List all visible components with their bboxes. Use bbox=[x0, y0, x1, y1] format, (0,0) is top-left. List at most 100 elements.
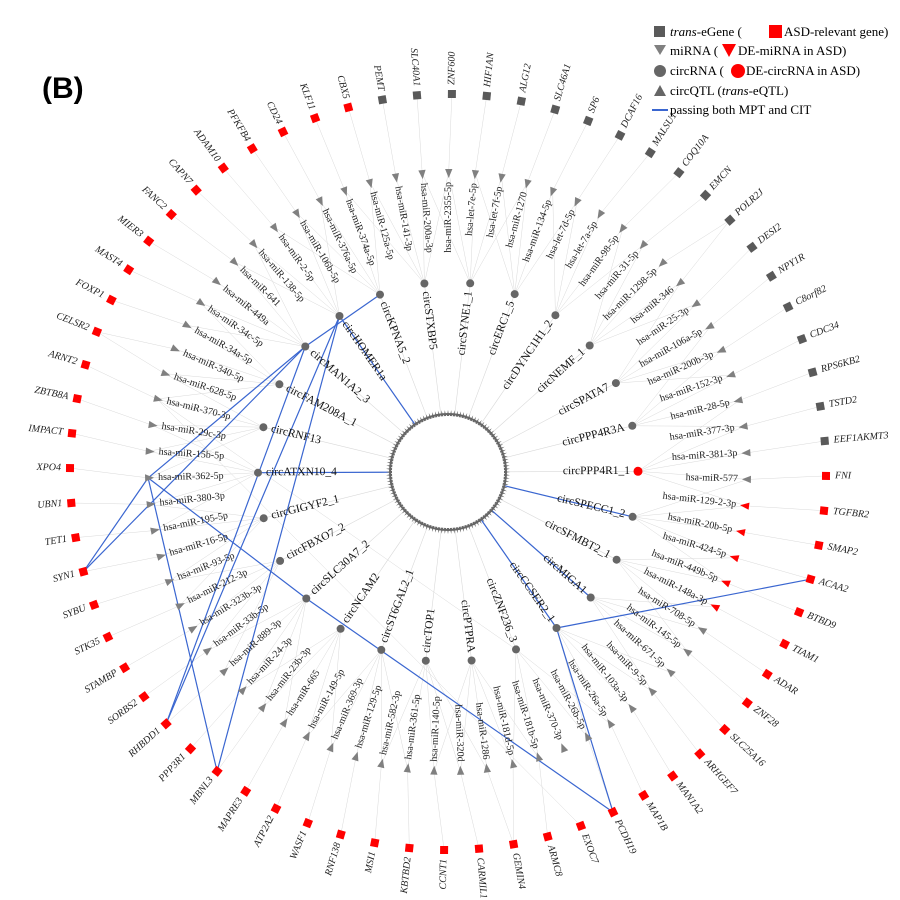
faint-edge bbox=[448, 93, 453, 173]
legend-de-mirna-red-triangle-icon bbox=[722, 44, 736, 57]
circqtl-triangle-icon bbox=[490, 433, 497, 438]
mirna-triangle-icon bbox=[175, 603, 185, 611]
gene-label-c8orf82: C8orf82 bbox=[794, 283, 829, 307]
gene-node-square-icon bbox=[65, 464, 75, 473]
circrna-label-circfbxo7-2: circFBXO7_2 bbox=[284, 521, 347, 562]
mirna-label-2: hsa-miR-2355-5p bbox=[443, 182, 454, 253]
circrna-label-circspecc1-2: circSPECC1_2 bbox=[556, 492, 627, 520]
faint-edge bbox=[262, 598, 307, 708]
mirna-triangle-icon bbox=[683, 648, 693, 657]
faint-edge bbox=[616, 559, 727, 584]
circqtl-triangle-icon bbox=[497, 496, 504, 501]
circrna-dot-icon bbox=[301, 342, 310, 351]
circqtl-triangle-icon bbox=[499, 491, 506, 495]
mirna-triangle-icon bbox=[445, 169, 453, 178]
circqtl-triangle-icon bbox=[392, 443, 399, 448]
circqtl-triangle-icon bbox=[419, 521, 424, 528]
faint-edge bbox=[279, 498, 397, 562]
faint-edge bbox=[637, 471, 748, 480]
gene-label-mier3: MIER3 bbox=[115, 213, 145, 240]
circqtl-triangle-icon bbox=[502, 482, 509, 485]
faint-edge bbox=[395, 176, 425, 284]
faint-edge bbox=[744, 406, 821, 427]
faint-edge bbox=[556, 627, 611, 725]
circqtl-triangle-icon bbox=[449, 410, 452, 417]
mirna-label-56: hsa-miR-15b-5p bbox=[158, 446, 224, 461]
circrna-dot-icon bbox=[335, 312, 344, 320]
faint-edge bbox=[471, 660, 539, 759]
gene-node-square-icon bbox=[277, 126, 289, 138]
circrna-dot-icon bbox=[512, 645, 520, 654]
faint-edge bbox=[369, 182, 381, 295]
circrna-label-circncam2: circNCAM2 bbox=[340, 571, 383, 625]
mpt-cit-edge bbox=[555, 627, 614, 813]
faint-edge bbox=[722, 306, 789, 351]
mirna-triangle-icon bbox=[292, 208, 300, 219]
circrna-dot-icon bbox=[377, 645, 386, 654]
faint-edge bbox=[637, 426, 745, 472]
faint-edge bbox=[615, 326, 711, 384]
mirna-triangle-icon bbox=[584, 732, 593, 742]
mirna-triangle-icon bbox=[145, 474, 155, 482]
circqtl-triangle-icon bbox=[386, 465, 393, 468]
mirna-triangle-icon bbox=[691, 299, 701, 308]
faint-edge bbox=[514, 201, 578, 295]
circqtl-triangle-icon bbox=[495, 441, 502, 445]
faint-edge bbox=[616, 559, 689, 653]
gene-node-square-icon bbox=[474, 844, 484, 854]
faint-edge bbox=[407, 660, 427, 770]
faint-edge bbox=[253, 243, 306, 347]
mirna-label-18: hsa-miR-377-3p bbox=[669, 422, 735, 443]
faint-edge bbox=[330, 628, 341, 749]
faint-edge bbox=[148, 472, 259, 479]
circqtl-triangle-icon bbox=[386, 476, 393, 479]
circqtl-triangle-icon bbox=[469, 415, 474, 422]
circqtl-triangle-icon bbox=[455, 527, 458, 534]
circqtl-triangle-icon bbox=[461, 525, 464, 532]
faint-edge bbox=[556, 627, 653, 692]
gene-label-wasf1: WASF1 bbox=[288, 829, 309, 861]
faint-edge bbox=[632, 516, 727, 584]
faint-edge bbox=[75, 530, 154, 538]
gene-node-square-icon bbox=[190, 184, 202, 196]
circqtl-triangle-icon bbox=[417, 418, 421, 425]
mirna-triangle-icon bbox=[430, 765, 438, 775]
gene-node-square-icon bbox=[814, 540, 824, 551]
circqtl-triangle-icon bbox=[428, 413, 432, 420]
faint-edge bbox=[471, 660, 488, 770]
mpt-cit-edge bbox=[305, 598, 614, 813]
circqtl-triangle-icon bbox=[464, 413, 468, 420]
legend-egene-label: -eGene ( bbox=[697, 24, 742, 39]
faint-edge bbox=[196, 189, 254, 244]
circqtl-triangle-icon bbox=[425, 523, 429, 530]
gene-node-square-icon bbox=[440, 845, 449, 855]
gene-label-cdc34: CDC34 bbox=[808, 320, 840, 341]
gene-node-square-icon bbox=[782, 301, 794, 313]
gene-label-mapre3: MAPRE3 bbox=[215, 796, 245, 835]
gene-label-kbtbd2: KBTBD2 bbox=[399, 856, 414, 895]
gene-node-square-icon bbox=[793, 607, 805, 618]
mirna-label-3: hsa-let-7e-5p bbox=[464, 183, 480, 237]
mirna-triangle-icon bbox=[237, 686, 247, 696]
faint-edge bbox=[480, 315, 556, 425]
mirna-label-22: hsa-miR-20b-5p bbox=[667, 511, 733, 535]
gene-node-square-icon bbox=[335, 829, 346, 840]
mpt-cit-edge bbox=[165, 346, 306, 725]
gene-label-pemt: PEMT bbox=[371, 63, 387, 93]
faint-edge bbox=[319, 200, 381, 295]
circqtl-triangle-icon bbox=[500, 452, 507, 456]
gene-node-square-icon bbox=[819, 506, 829, 516]
circqtl-triangle-icon bbox=[397, 504, 404, 509]
circqtl-triangle-icon bbox=[503, 465, 510, 468]
faint-edge bbox=[555, 228, 623, 316]
faint-edge bbox=[275, 736, 308, 809]
circrna-dot-icon bbox=[466, 279, 475, 288]
faint-edges-layer bbox=[69, 93, 827, 851]
faint-edge bbox=[505, 470, 639, 473]
mirna-triangle-icon bbox=[403, 763, 411, 773]
gene-label-sorbs2: SORBS2 bbox=[106, 697, 140, 726]
mpt-cit-edge bbox=[82, 346, 306, 573]
circqtl-triangle-icon bbox=[386, 479, 393, 482]
faint-edge bbox=[631, 708, 673, 777]
